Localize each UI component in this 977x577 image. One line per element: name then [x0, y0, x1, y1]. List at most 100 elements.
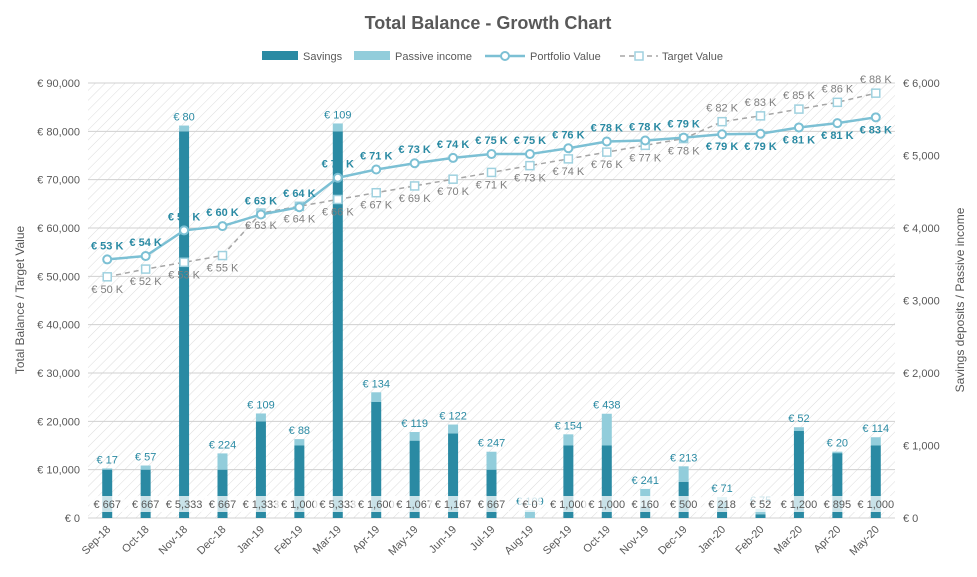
savings-label-background	[474, 496, 509, 512]
target-value-label: € 86 K	[821, 83, 853, 95]
portfolio-value-point	[409, 158, 420, 169]
savings-label-background	[627, 496, 663, 512]
x-tick-label: Sep-18	[80, 524, 114, 558]
target-value-label: € 55 K	[207, 263, 239, 275]
target-value-label: € 63 K	[245, 220, 277, 232]
y-right-tick-label: € 5,000	[903, 151, 940, 163]
portfolio-value-label: € 78 K	[591, 122, 623, 134]
passive-income-bar	[486, 451, 497, 470]
x-tick-label: Nov-19	[618, 524, 652, 558]
passive-income-bar	[870, 437, 881, 446]
portfolio-value-label: € 83 K	[860, 124, 892, 136]
savings-bar	[563, 445, 574, 518]
portfolio-value-point	[255, 209, 266, 220]
portfolio-value-label: € 54 K	[129, 237, 161, 249]
target-value-label: € 73 K	[514, 173, 546, 185]
savings-bar	[255, 421, 266, 518]
target-value-point	[217, 250, 228, 261]
savings-label: € 0	[522, 499, 537, 511]
portfolio-value-label: € 64 K	[283, 188, 315, 200]
savings-label-background	[518, 496, 542, 512]
target-value-point	[871, 88, 881, 98]
savings-label: € 1,000	[550, 499, 587, 511]
portfolio-value-label: € 79 K	[667, 119, 699, 131]
passive-income-bar	[294, 439, 305, 446]
portfolio-value-point	[486, 149, 497, 160]
savings-label-background	[746, 496, 775, 512]
lines	[102, 88, 881, 282]
target-value-label: € 78 K	[668, 146, 700, 158]
savings-label-background	[852, 496, 900, 512]
savings-label: € 667	[478, 499, 506, 511]
target-value-point	[525, 160, 535, 171]
savings-label-background	[583, 496, 631, 512]
savings-label: € 5,333	[166, 499, 203, 511]
x-tick-label: Apr-19	[350, 524, 382, 556]
passive-income-label: € 213	[670, 452, 698, 464]
passive-income-label: € 154	[555, 420, 583, 432]
savings-label-background	[275, 496, 324, 512]
savings-label-background	[314, 496, 362, 512]
y-left-tick-label: € 90,000	[37, 78, 80, 90]
x-tick-label: Jan-19	[235, 524, 267, 556]
y-right-tick-label: € 3,000	[903, 296, 940, 308]
savings-bar	[371, 402, 382, 518]
x-tick-label: Sep-19	[541, 524, 575, 558]
portfolio-value-label: € 59 K	[168, 211, 200, 223]
savings-label: € 218	[708, 499, 736, 511]
target-value-label: € 83 K	[745, 97, 777, 109]
x-tick-label: Oct-19	[581, 524, 613, 556]
target-value-label: € 88 K	[860, 74, 892, 86]
legend-savings-label: Savings	[303, 51, 343, 63]
x-tick-label: May-20	[847, 524, 881, 558]
target-value-point	[333, 194, 343, 205]
savings-label-background	[237, 496, 285, 512]
passive-income-label: € 17	[97, 454, 118, 466]
savings-label: € 1,333	[243, 499, 280, 511]
passive-income-label: € 80	[173, 112, 194, 124]
portfolio-value-point	[524, 149, 535, 160]
legend-passive-income-label: Passive income	[395, 51, 472, 63]
passive-income-bar	[409, 432, 420, 441]
portfolio-value-label: € 78 K	[629, 122, 661, 134]
x-tick-label: Jan-20	[696, 524, 728, 556]
passive-income-label: € 88	[289, 425, 310, 437]
y-left-axis-title: Total Balance / Target Value	[13, 226, 27, 375]
portfolio-value-point	[870, 112, 881, 123]
y-right-tick-label: € 2,000	[903, 368, 940, 380]
savings-label: € 1,200	[781, 499, 818, 511]
portfolio-value-label: € 63 K	[245, 195, 277, 207]
portfolio-value-label: € 79 K	[706, 141, 738, 153]
line-labels: € 53 K € 54 K € 59 K € 60 K € 63 K € 64 K € 70…	[91, 74, 892, 296]
savings-label-background	[352, 496, 400, 512]
savings-bar	[793, 431, 804, 518]
target-value-point	[102, 272, 112, 282]
legend-passive-income-swatch	[354, 51, 390, 60]
y-right-tick-label: € 1,000	[903, 441, 940, 453]
portfolio-value-point	[832, 118, 843, 129]
target-value-point	[140, 264, 151, 274]
portfolio-value-label: € 74 K	[437, 139, 469, 151]
target-value-point	[832, 97, 843, 108]
portfolio-value-label: € 81 K	[783, 134, 815, 146]
portfolio-value-label: € 60 K	[206, 207, 238, 219]
passive-income-bar	[832, 451, 843, 454]
y-left-tick-label: € 40,000	[37, 320, 80, 332]
savings-bar	[332, 131, 343, 519]
savings-bar	[294, 445, 305, 518]
portfolio-value-point	[640, 135, 651, 146]
target-value-label: € 85 K	[783, 90, 815, 102]
target-value-label: € 53 K	[168, 269, 200, 281]
x-tick-label: May-19	[386, 524, 420, 558]
target-value-point	[794, 104, 804, 114]
x-tick-label: Feb-19	[272, 524, 305, 557]
x-tick-label: Oct-18	[120, 524, 152, 556]
target-value-label: € 71 K	[476, 179, 508, 191]
target-value-label: € 67 K	[360, 200, 392, 212]
legend-portfolio-label: Portfolio Value	[530, 51, 601, 63]
target-value-label: € 64 K	[283, 213, 315, 225]
x-tick-label: Mar-20	[772, 524, 805, 557]
savings-label-background	[128, 496, 164, 512]
legend-target-label: Target Value	[662, 51, 723, 63]
portfolio-value-label: € 70 K	[322, 159, 354, 171]
